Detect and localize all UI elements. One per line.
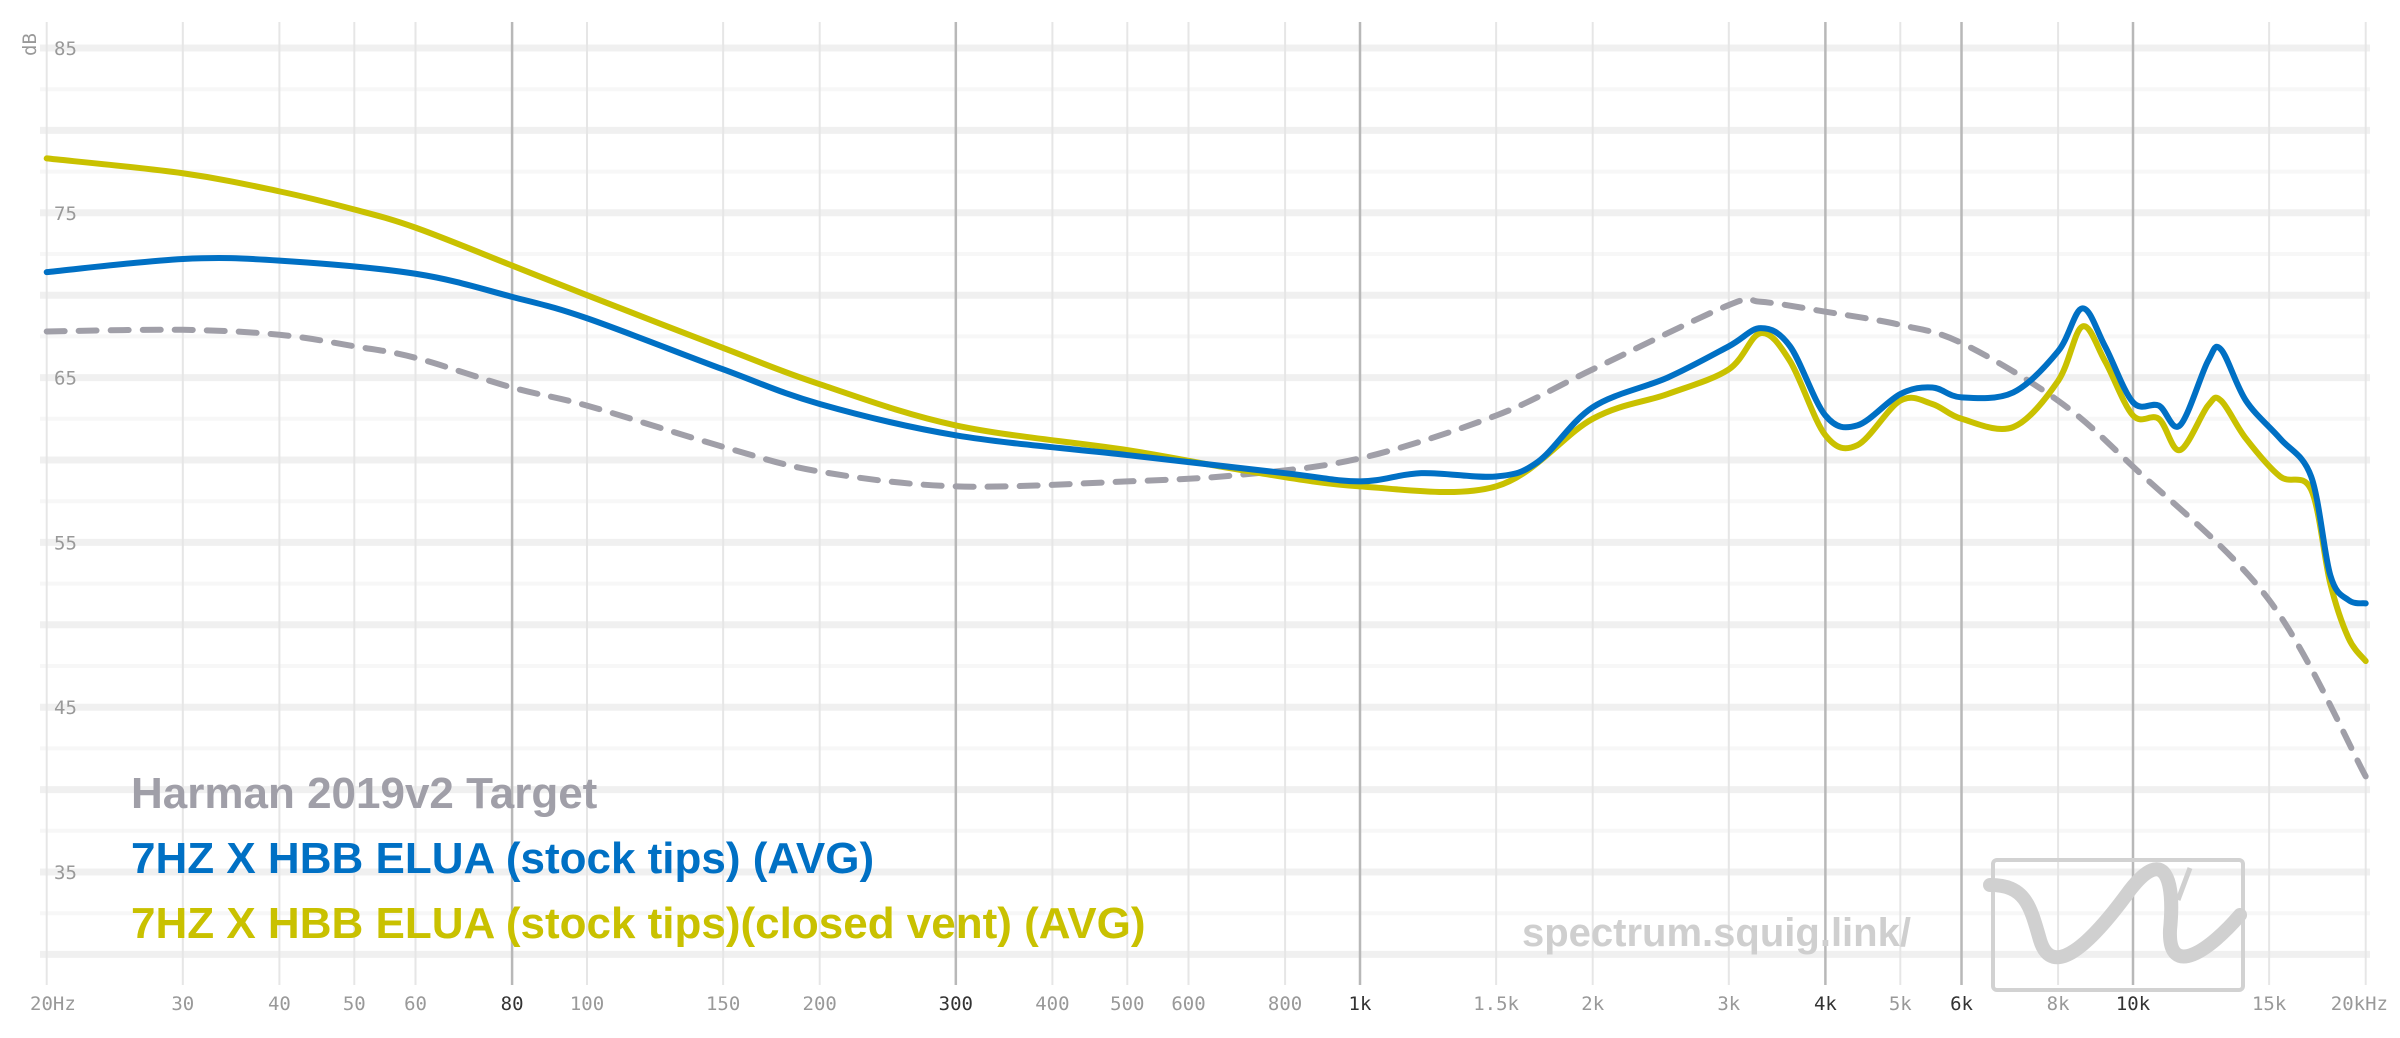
- x-tick-label: 1.5k: [1473, 993, 1519, 1015]
- legend: Harman 2019v2 Target 7HZ X HBB ELUA (stoc…: [131, 769, 1146, 948]
- x-tick-label: 50: [343, 993, 366, 1015]
- series-line-2: [43, 155, 2369, 665]
- x-tick-label: 60: [404, 993, 427, 1015]
- y-axis-label: dB: [19, 33, 41, 56]
- y-tick-label: 45: [54, 697, 77, 719]
- y-tick-label: 35: [54, 862, 77, 884]
- x-tick-label: 20Hz: [30, 993, 76, 1015]
- x-tick-label: 1k: [1349, 993, 1372, 1015]
- curves: [43, 155, 2369, 780]
- x-tick-label: 10k: [2116, 993, 2151, 1015]
- y-tick-label: 55: [54, 532, 77, 554]
- x-tick-label: 400: [1035, 993, 1069, 1015]
- series-line-0: [43, 295, 2369, 780]
- x-tick-label: 4k: [1814, 993, 1837, 1015]
- watermark-text: spectrum.squig.link/: [1522, 911, 1911, 955]
- y-axis-ticks: 85 75 65 55 45 35: [54, 38, 77, 884]
- y-tick-label: 75: [54, 203, 77, 225]
- squig-logo: [1983, 858, 2247, 992]
- x-axis-ticks: 20Hz 30 40 50 60 80 100 150 200 300 400 500 600 800 1k…: [30, 993, 2388, 1015]
- grid: [40, 22, 2370, 985]
- x-tick-label: 5k: [1889, 993, 1912, 1015]
- x-tick-label: 200: [803, 993, 837, 1015]
- x-tick-label: 150: [706, 993, 740, 1015]
- x-tick-label: 600: [1171, 993, 1205, 1015]
- x-tick-label: 2k: [1581, 993, 1604, 1015]
- x-tick-label: 3k: [1717, 993, 1740, 1015]
- legend-entry: Harman 2019v2 Target: [131, 769, 598, 818]
- x-tick-label: 500: [1110, 993, 1144, 1015]
- y-tick-label: 65: [54, 368, 77, 390]
- legend-entry: 7HZ X HBB ELUA (stock tips) (AVG): [131, 834, 874, 883]
- x-tick-label: 100: [570, 993, 604, 1015]
- x-tick-label: 6k: [1950, 993, 1973, 1015]
- watermark: spectrum.squig.link/: [1522, 858, 2247, 992]
- x-tick-label: 15k: [2252, 993, 2287, 1015]
- x-tick-label: 300: [939, 993, 973, 1015]
- series-line-1: [43, 254, 2369, 607]
- x-tick-label: 20kHz: [2331, 993, 2388, 1015]
- x-tick-label: 30: [171, 993, 194, 1015]
- legend-entry: 7HZ X HBB ELUA (stock tips)(closed vent)…: [131, 899, 1146, 948]
- x-tick-label: 80: [501, 993, 524, 1015]
- x-tick-label: 800: [1268, 993, 1302, 1015]
- x-tick-label: 40: [268, 993, 291, 1015]
- x-tick-label: 8k: [2047, 993, 2070, 1015]
- y-tick-label: 85: [54, 38, 77, 60]
